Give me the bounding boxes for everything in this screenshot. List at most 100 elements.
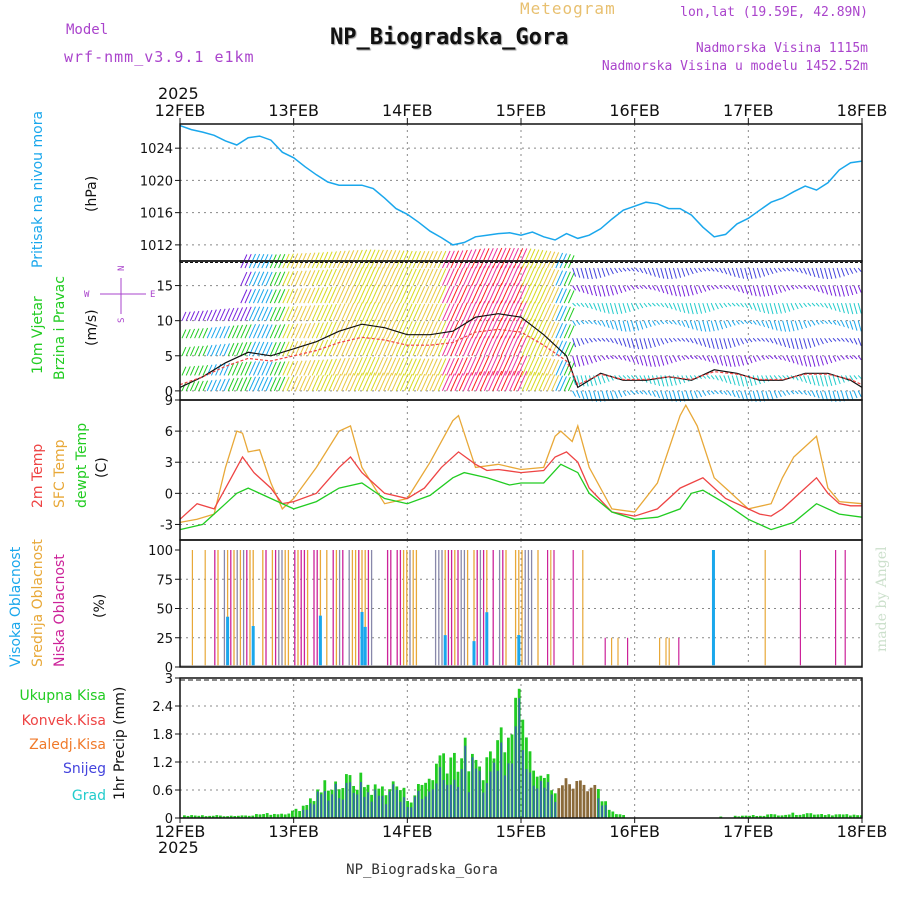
- wind-arrow: [626, 320, 631, 332]
- wind-arrow: [740, 390, 745, 400]
- wind-arrow: [215, 309, 222, 321]
- precip-bar: [780, 815, 784, 818]
- wind-arrow: [567, 342, 575, 356]
- wind-arrow: [320, 269, 329, 286]
- snow-bar: [464, 745, 467, 818]
- wind-arrow: [311, 375, 320, 392]
- wind-arrow: [210, 379, 217, 392]
- wind-arrow: [303, 375, 312, 392]
- wind-arrow: [383, 267, 393, 286]
- wind-arrow: [836, 320, 841, 326]
- wind-arrow: [336, 373, 346, 392]
- wind-arrow: [328, 268, 337, 286]
- wind-arrow: [756, 285, 761, 297]
- wind-arrow: [824, 285, 829, 295]
- wind-arrow: [332, 338, 342, 356]
- wind-arrow: [609, 267, 614, 275]
- wind-arrow: [387, 250, 397, 269]
- precip-bar-mixed: [575, 781, 579, 818]
- precip-legend-hail: Grad: [72, 788, 106, 804]
- wind-arrow: [395, 285, 405, 304]
- wind-arrow: [311, 304, 320, 321]
- wind-arrow: [437, 373, 447, 392]
- wind-arrow: [702, 338, 707, 347]
- precip-ytick-label: 0: [165, 812, 173, 827]
- wind-arrow: [639, 355, 644, 366]
- precip-unit: 1hr Precip (mm): [112, 687, 128, 800]
- wind-arrow: [328, 286, 337, 304]
- wind-arrow: [538, 303, 548, 321]
- wind-arrow: [462, 356, 473, 376]
- wind-arrow: [509, 283, 519, 304]
- wind-arrow: [769, 320, 774, 330]
- wind-arrow: [324, 339, 333, 356]
- wind-arrow: [378, 249, 388, 269]
- wind-arrow: [450, 285, 460, 304]
- wind-arrow: [387, 357, 397, 376]
- wind-arrow: [647, 285, 652, 290]
- wind-arrow: [425, 251, 434, 269]
- wind-arrow: [748, 302, 753, 310]
- wind-arrow: [811, 285, 816, 291]
- wind-arrow: [769, 285, 774, 296]
- wind-arrow: [252, 288, 261, 304]
- precip-bar: [211, 815, 215, 818]
- wind-arrow: [576, 267, 581, 278]
- wind-arrow: [311, 359, 320, 376]
- wind-arrow: [576, 375, 581, 386]
- cloud-ylabel-1: Visoka Oblacnost: [8, 546, 24, 667]
- wind-arrow: [458, 302, 468, 321]
- snow-bar: [432, 789, 434, 818]
- wind-arrow: [567, 290, 575, 304]
- wind-arrow: [504, 282, 515, 304]
- wind-arrow: [744, 302, 749, 309]
- wind-arrow: [719, 355, 724, 366]
- wind-arrow: [735, 267, 740, 279]
- wind-arrow: [639, 338, 644, 350]
- wind-arrow: [320, 374, 329, 392]
- wind-ytick-label: 15: [156, 280, 173, 295]
- wind-arrow: [832, 375, 837, 386]
- snow-bar: [367, 792, 369, 818]
- wind-arrow: [731, 355, 736, 367]
- wind-arrow: [467, 301, 477, 321]
- wind-arrow: [685, 285, 690, 297]
- wind-arrow: [828, 337, 833, 343]
- wind-arrow: [349, 372, 359, 392]
- wind-arrow: [370, 284, 380, 304]
- wind-arrow: [215, 326, 222, 339]
- wind-arrow: [798, 302, 803, 309]
- cloud-ytick-label: 75: [156, 573, 173, 588]
- wind-arrow: [693, 285, 698, 295]
- wind-arrow: [769, 355, 774, 360]
- wind-arrow: [635, 390, 639, 395]
- wind-arrow: [240, 377, 248, 392]
- wind-arrow: [609, 390, 614, 400]
- wind-arrow: [370, 356, 380, 376]
- wind-arrow: [412, 358, 422, 376]
- wind-arrow: [626, 390, 631, 396]
- wind-arrow: [479, 355, 490, 376]
- wind-arrow: [404, 338, 413, 356]
- wind-arrow: [500, 247, 511, 269]
- wind-arrow: [689, 337, 694, 344]
- wind-arrow: [798, 355, 803, 366]
- wind-arrow: [836, 285, 841, 297]
- wind-arrow: [660, 285, 665, 294]
- wind-arrow: [630, 338, 635, 349]
- wind-arrow: [572, 320, 577, 326]
- wind-arrow: [416, 373, 426, 392]
- wind-arrow: [555, 322, 564, 339]
- wind-arrow: [509, 370, 519, 392]
- wind-arrow: [416, 338, 426, 356]
- wind-arrow: [395, 320, 405, 339]
- wind-arrow: [282, 341, 290, 356]
- wind-arrow: [614, 267, 619, 274]
- wind-arrow: [656, 375, 661, 387]
- wind-arrow: [819, 375, 824, 387]
- wind-arrow: [706, 267, 711, 272]
- wind-arrow: [349, 249, 359, 269]
- wind-arrow: [731, 320, 736, 326]
- snow-bar: [496, 770, 499, 818]
- wind-arrow: [635, 338, 640, 350]
